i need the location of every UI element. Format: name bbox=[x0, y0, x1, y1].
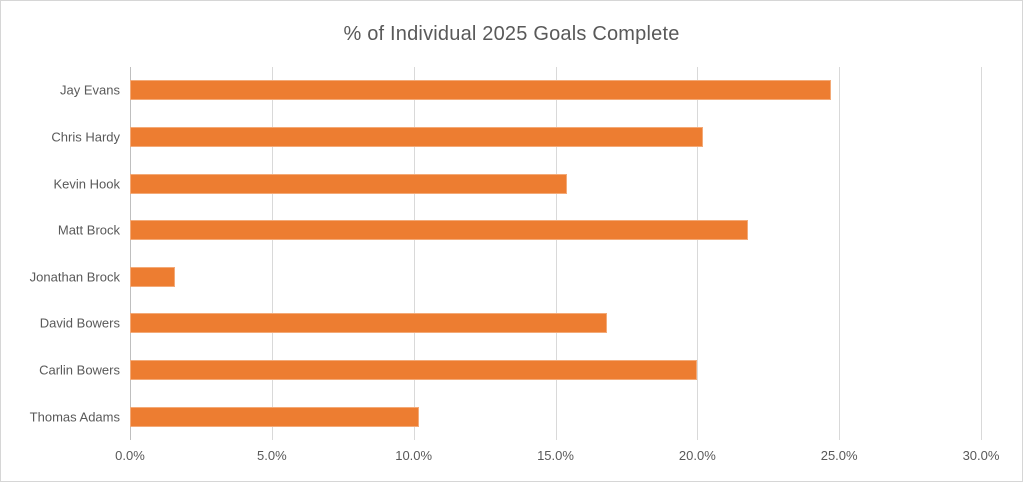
gridline bbox=[271, 67, 273, 440]
gridline bbox=[697, 67, 699, 440]
y-axis-category-labels: Jay Evans Chris Hardy Kevin Hook Matt Brock… bbox=[1, 67, 120, 440]
chart-title: % of Individual 2025 Goals Complete bbox=[343, 23, 680, 45]
bar-kevin-hook bbox=[130, 173, 567, 194]
x-tick-label: 15.0% bbox=[537, 448, 574, 463]
y-category-label-carlin-bowers: Carlin Bowers bbox=[39, 362, 120, 378]
y-category-label-matt-brock: Matt Brock bbox=[57, 222, 120, 238]
y-category-label-jonathan-brock: Jonathan Brock bbox=[29, 269, 120, 285]
y-category-label-david-bowers: David Bowers bbox=[39, 315, 120, 331]
bar-david-bowers bbox=[130, 313, 607, 334]
plot-area bbox=[130, 67, 982, 440]
gridline bbox=[555, 67, 557, 440]
x-tick-label: 30.0% bbox=[962, 448, 1000, 463]
gridline bbox=[981, 67, 982, 440]
bar-jay-evans bbox=[130, 80, 831, 101]
gridline bbox=[839, 67, 841, 440]
gridline bbox=[413, 67, 415, 440]
bar-chris-hardy bbox=[130, 126, 703, 147]
x-tick-label: 5.0% bbox=[257, 448, 287, 463]
x-tick-label: 0.0% bbox=[115, 448, 145, 463]
x-tick-label: 25.0% bbox=[820, 448, 858, 463]
bar-thomas-adams bbox=[130, 406, 420, 427]
x-tick-label: 20.0% bbox=[678, 448, 716, 463]
x-axis-tick-labels: 0.0% 5.0% 10.0% 15.0% 20.0% 25.0% 30.0% bbox=[115, 448, 999, 468]
x-tick-label: 10.0% bbox=[395, 448, 433, 463]
y-category-label-kevin-hook: Kevin Hook bbox=[53, 176, 120, 192]
y-category-label-thomas-adams: Thomas Adams bbox=[29, 409, 120, 425]
bar-carlin-bowers bbox=[130, 360, 698, 381]
bar-matt-brock bbox=[130, 220, 749, 241]
y-category-label-jay-evans: Jay Evans bbox=[60, 82, 120, 98]
y-category-label-chris-hardy: Chris Hardy bbox=[51, 129, 120, 145]
bar-jonathan-brock bbox=[130, 266, 176, 287]
value-axis-line bbox=[130, 67, 131, 440]
